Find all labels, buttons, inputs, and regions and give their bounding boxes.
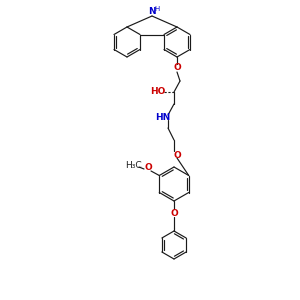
Text: HO: HO — [150, 88, 166, 97]
Text: H₃C: H₃C — [125, 161, 141, 170]
Text: HN: HN — [155, 112, 171, 122]
Text: O: O — [173, 64, 181, 73]
Text: N: N — [148, 7, 156, 16]
Text: H: H — [154, 6, 160, 12]
Text: O: O — [144, 164, 152, 172]
Text: O: O — [170, 208, 178, 217]
Text: O: O — [173, 151, 181, 160]
